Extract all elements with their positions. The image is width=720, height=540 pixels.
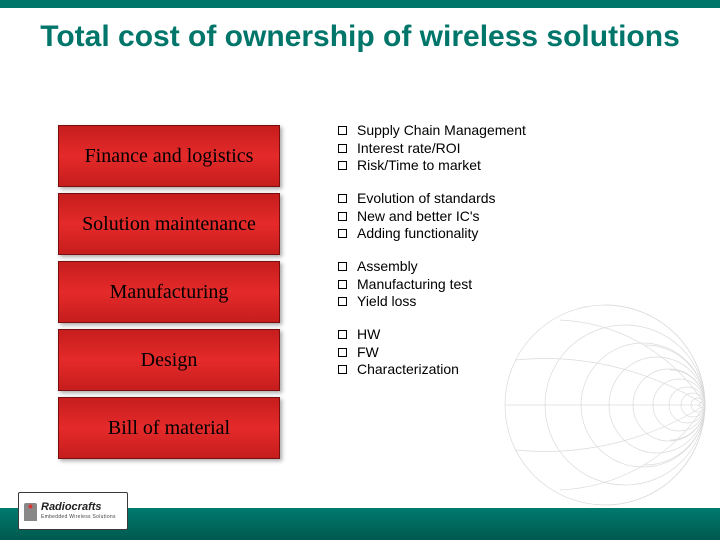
checkbox-icon [338,348,347,357]
checkbox-icon [338,297,347,306]
bullet-text: Interest rate/ROI [357,140,460,158]
bullet-item: Adding functionality [338,225,668,243]
bullet-item: Risk/Time to market [338,157,668,175]
bullet-item: Interest rate/ROI [338,140,668,158]
bullet-text: Assembly [357,258,418,276]
bullet-text: Manufacturing test [357,276,472,294]
brand-logo: Radiocrafts Embedded Wireless Solutions [18,492,128,530]
checkbox-icon [338,126,347,135]
top-bar [0,0,720,8]
bullet-text: Characterization [357,361,459,379]
bullet-columns: Supply Chain Management Interest rate/RO… [338,120,668,392]
slide-title: Total cost of ownership of wireless solu… [0,20,720,53]
bullet-item: Evolution of standards [338,190,668,208]
box-bom: Bill of material [58,397,280,459]
checkbox-icon [338,212,347,221]
bullet-group: Assembly Manufacturing test Yield loss [338,256,668,324]
bullet-text: Risk/Time to market [357,157,481,175]
bullet-text: FW [357,344,379,362]
checkbox-icon [338,330,347,339]
checkbox-icon [338,262,347,271]
bullet-group: Evolution of standards New and better IC… [338,188,668,256]
bullet-text: Adding functionality [357,225,478,243]
box-label: Solution maintenance [82,214,256,235]
box-label: Finance and logistics [85,146,254,167]
bullet-text: New and better IC's [357,208,480,226]
bullet-item: Characterization [338,361,668,379]
bullet-text: HW [357,326,380,344]
box-manufacturing: Manufacturing [58,261,280,323]
bullet-group: HW FW Characterization [338,324,668,392]
box-design: Design [58,329,280,391]
bullet-item: New and better IC's [338,208,668,226]
bullet-item: Manufacturing test [338,276,668,294]
checkbox-icon [338,161,347,170]
bullet-item: Yield loss [338,293,668,311]
box-label: Manufacturing [110,282,229,303]
box-finance: Finance and logistics [58,125,280,187]
box-label: Design [141,350,198,371]
checkbox-icon [338,194,347,203]
bullet-item: FW [338,344,668,362]
bullet-item: Supply Chain Management [338,122,668,140]
bullet-text: Supply Chain Management [357,122,526,140]
bullet-text: Evolution of standards [357,190,496,208]
bullet-text: Yield loss [357,293,416,311]
category-boxes: Finance and logistics Solution maintenan… [58,125,278,465]
bullet-item: HW [338,326,668,344]
box-solution-maintenance: Solution maintenance [58,193,280,255]
bullet-item: Assembly [338,258,668,276]
checkbox-icon [338,280,347,289]
checkbox-icon [338,144,347,153]
logo-main-text: Radiocrafts [41,502,127,513]
box-label: Bill of material [108,418,230,439]
logo-sub-text: Embedded Wireless Solutions [41,515,127,520]
checkbox-icon [338,365,347,374]
bullet-group: Supply Chain Management Interest rate/RO… [338,120,668,188]
checkbox-icon [338,229,347,238]
